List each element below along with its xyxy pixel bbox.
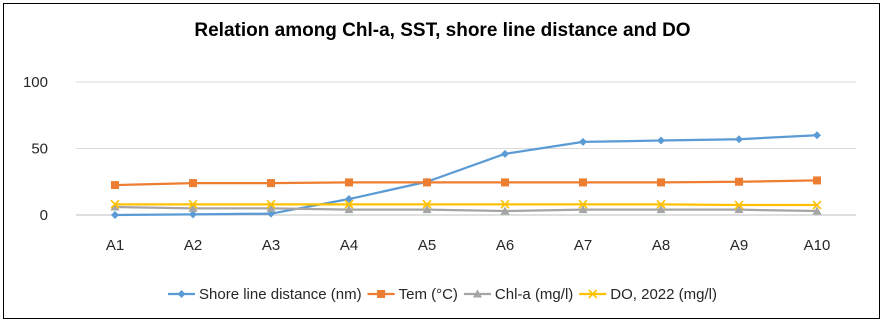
data-point bbox=[344, 199, 354, 209]
series-line-0 bbox=[114, 134, 818, 217]
y-tick-label: 0 bbox=[40, 207, 48, 224]
chart-frame bbox=[3, 3, 880, 319]
legend-marker bbox=[377, 290, 386, 298]
y-tick-label: 50 bbox=[31, 141, 48, 158]
data-point bbox=[813, 176, 821, 185]
series-group bbox=[110, 131, 822, 219]
data-point bbox=[111, 211, 119, 219]
data-point bbox=[735, 135, 743, 144]
legend-item: DO, 2022 (mg/l) bbox=[579, 286, 717, 303]
data-point bbox=[656, 205, 666, 214]
x-tick-label: A9 bbox=[730, 237, 748, 254]
data-point bbox=[657, 178, 665, 187]
data-point bbox=[189, 179, 197, 188]
data-point bbox=[345, 195, 353, 204]
legend-label: Shore line distance (nm) bbox=[199, 286, 362, 303]
x-marker-stroke bbox=[578, 199, 588, 209]
x-marker-stroke bbox=[344, 199, 354, 209]
data-point bbox=[578, 199, 588, 209]
x-tick-label: A3 bbox=[262, 237, 280, 254]
data-point bbox=[579, 178, 587, 187]
data-point bbox=[813, 131, 821, 140]
legend-marker bbox=[588, 289, 598, 299]
data-point bbox=[501, 149, 509, 158]
x-marker-stroke bbox=[500, 199, 510, 209]
data-point bbox=[344, 205, 354, 214]
data-point bbox=[734, 205, 744, 214]
data-point bbox=[578, 205, 588, 214]
series-line-2 bbox=[114, 205, 818, 213]
legend-label: DO, 2022 (mg/l) bbox=[610, 286, 717, 303]
legend-marker bbox=[177, 290, 186, 298]
data-point bbox=[267, 179, 275, 188]
x-marker-stroke bbox=[656, 199, 666, 209]
legend-item: Tem (°C) bbox=[367, 286, 458, 303]
series-line-1 bbox=[114, 179, 818, 187]
chart-title: Relation among Chl-a, SST, shore line di… bbox=[194, 20, 691, 41]
data-point bbox=[500, 199, 510, 209]
x-axis-ticks: A1 A2 A3 A4 A5 A6 A7 A8 A9 A10 bbox=[106, 237, 831, 254]
legend-label: Chl-a (mg/l) bbox=[495, 286, 573, 303]
x-marker-stroke bbox=[588, 289, 598, 299]
data-point bbox=[501, 178, 509, 187]
x-tick-label: A8 bbox=[652, 237, 670, 254]
data-point bbox=[422, 199, 432, 209]
data-point bbox=[345, 178, 353, 187]
data-point bbox=[189, 210, 197, 219]
data-point bbox=[188, 203, 198, 212]
data-point bbox=[266, 199, 276, 209]
x-tick-label: A1 bbox=[106, 237, 124, 254]
x-marker-stroke bbox=[110, 199, 120, 209]
x-marker-stroke bbox=[422, 199, 432, 209]
x-tick-label: A4 bbox=[340, 237, 358, 254]
x-marker-stroke bbox=[266, 199, 276, 209]
x-marker-stroke bbox=[188, 199, 198, 209]
data-point bbox=[422, 205, 432, 214]
legend-item: Chl-a (mg/l) bbox=[463, 286, 573, 303]
legend-marker bbox=[472, 289, 482, 298]
x-tick-label: A2 bbox=[184, 237, 202, 254]
legend-label: Tem (°C) bbox=[399, 286, 458, 303]
x-tick-label: A5 bbox=[418, 237, 436, 254]
x-marker-stroke bbox=[812, 200, 822, 210]
x-tick-label: A10 bbox=[804, 237, 831, 254]
legend: Shore line distance (nm) Tem (°C) Chl-a (m… bbox=[168, 286, 717, 303]
data-point bbox=[579, 137, 587, 146]
series-line-3 bbox=[115, 203, 817, 207]
data-point bbox=[500, 206, 510, 215]
data-point bbox=[812, 206, 822, 215]
data-point bbox=[812, 200, 822, 210]
data-point bbox=[657, 136, 665, 145]
x-tick-label: A7 bbox=[574, 237, 592, 254]
data-point bbox=[656, 199, 666, 209]
data-point bbox=[423, 178, 431, 187]
y-tick-label: 100 bbox=[23, 74, 48, 91]
gridlines bbox=[76, 81, 856, 216]
data-point bbox=[266, 203, 276, 212]
data-point bbox=[111, 181, 119, 190]
data-point bbox=[734, 200, 744, 210]
x-tick-label: A6 bbox=[496, 237, 514, 254]
data-point bbox=[188, 199, 198, 209]
data-point bbox=[110, 199, 120, 209]
y-axis-ticks: 0 50 100 bbox=[23, 74, 48, 224]
legend-item: Shore line distance (nm) bbox=[168, 286, 362, 303]
data-point bbox=[110, 202, 120, 211]
data-point bbox=[735, 177, 743, 186]
x-marker-stroke bbox=[734, 200, 744, 210]
